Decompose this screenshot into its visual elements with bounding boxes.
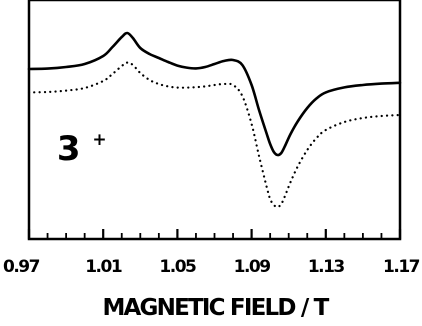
x-axis-title: MAGNETIC FIELD / T (102, 295, 329, 321)
plot-frame (27, 0, 402, 241)
annotation-label: 3 + (57, 129, 107, 169)
annotation-main: 3 (57, 129, 81, 169)
x-tick-label: 1.17 (383, 257, 420, 277)
series-dotted-line (27, 61, 402, 209)
x-tick-label: 0.97 (3, 257, 40, 277)
x-tick-label: 1.13 (308, 257, 345, 277)
annotation-superscript: + (92, 130, 106, 150)
x-tick-label: 1.09 (234, 257, 271, 277)
x-tick-label: 1.01 (85, 257, 122, 277)
x-tick-label: 1.05 (159, 257, 196, 277)
x-tick-labels: 0.97 1.01 1.05 1.09 1.13 1.17 (3, 257, 421, 277)
x-major-ticks (27, 229, 402, 239)
series-solid-line (27, 31, 402, 157)
x-minor-ticks (46, 233, 383, 239)
